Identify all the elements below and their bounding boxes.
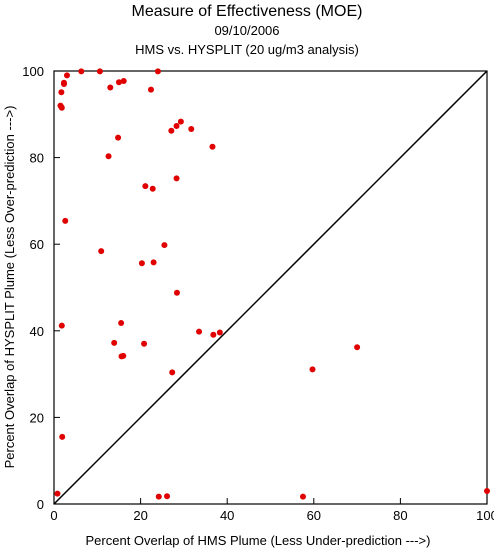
data-point — [150, 259, 157, 266]
y-tick-label: 0 — [37, 497, 44, 512]
data-point — [188, 126, 195, 133]
data-point — [58, 89, 65, 96]
data-points — [54, 68, 490, 500]
data-point — [164, 493, 171, 500]
data-point — [149, 185, 156, 192]
data-point — [105, 153, 112, 160]
data-point — [107, 84, 114, 91]
data-point — [173, 289, 180, 296]
x-tick-label: 100 — [476, 508, 494, 523]
data-point — [58, 103, 65, 110]
x-axis: 0 20 40 60 80 100 — [50, 498, 494, 523]
data-point — [216, 329, 223, 336]
chart-title: Measure of Effectiveness (MOE) — [132, 3, 363, 20]
data-point — [98, 248, 105, 255]
data-point — [147, 86, 154, 93]
x-tick-label: 60 — [307, 508, 321, 523]
y-tick-label: 100 — [22, 64, 44, 79]
y-tick-label: 40 — [30, 324, 44, 339]
data-point — [161, 242, 168, 249]
data-point — [78, 68, 85, 75]
x-axis-label: Percent Overlap of HMS Plume (Less Under… — [86, 533, 431, 548]
x-tick-label: 80 — [393, 508, 407, 523]
plot-frame — [53, 70, 488, 505]
y-axis: 0 20 40 60 80 100 — [22, 64, 60, 512]
data-point — [299, 493, 306, 500]
data-point — [142, 183, 149, 190]
chart-date: 09/10/2006 — [214, 23, 279, 38]
chart-subtitle: HMS vs. HYSPLIT (20 ug/m3 analysis) — [135, 42, 359, 57]
data-point — [173, 175, 180, 182]
data-point — [60, 79, 67, 86]
y-tick-label: 80 — [30, 151, 44, 166]
data-point — [120, 352, 127, 359]
data-point — [54, 490, 61, 497]
x-tick-label: 0 — [50, 508, 57, 523]
data-point — [115, 79, 122, 86]
data-point — [168, 127, 175, 134]
data-point — [141, 340, 148, 347]
data-point — [120, 77, 127, 84]
data-point — [169, 369, 176, 376]
data-point — [155, 493, 162, 500]
data-point — [210, 331, 217, 338]
data-point — [209, 143, 216, 150]
data-point — [62, 217, 69, 224]
reference-diagonal — [53, 70, 488, 505]
data-point — [177, 118, 184, 125]
y-tick-label: 20 — [30, 410, 44, 425]
data-point — [58, 322, 65, 329]
data-point — [138, 260, 145, 267]
y-axis-label: Percent Overlap of HYSPLIT Plume (Less O… — [2, 106, 17, 469]
y-tick-label: 60 — [30, 237, 44, 252]
data-point — [59, 433, 66, 440]
data-point — [118, 320, 125, 327]
data-point — [63, 72, 70, 79]
data-point — [309, 366, 316, 373]
data-point — [96, 68, 103, 75]
data-point — [111, 339, 118, 346]
data-point — [154, 68, 161, 75]
data-point — [354, 344, 361, 351]
data-point — [484, 488, 490, 495]
x-tick-label: 20 — [133, 508, 147, 523]
x-tick-label: 40 — [220, 508, 234, 523]
data-point — [115, 134, 122, 141]
data-point — [196, 328, 203, 335]
data-point — [173, 122, 180, 129]
